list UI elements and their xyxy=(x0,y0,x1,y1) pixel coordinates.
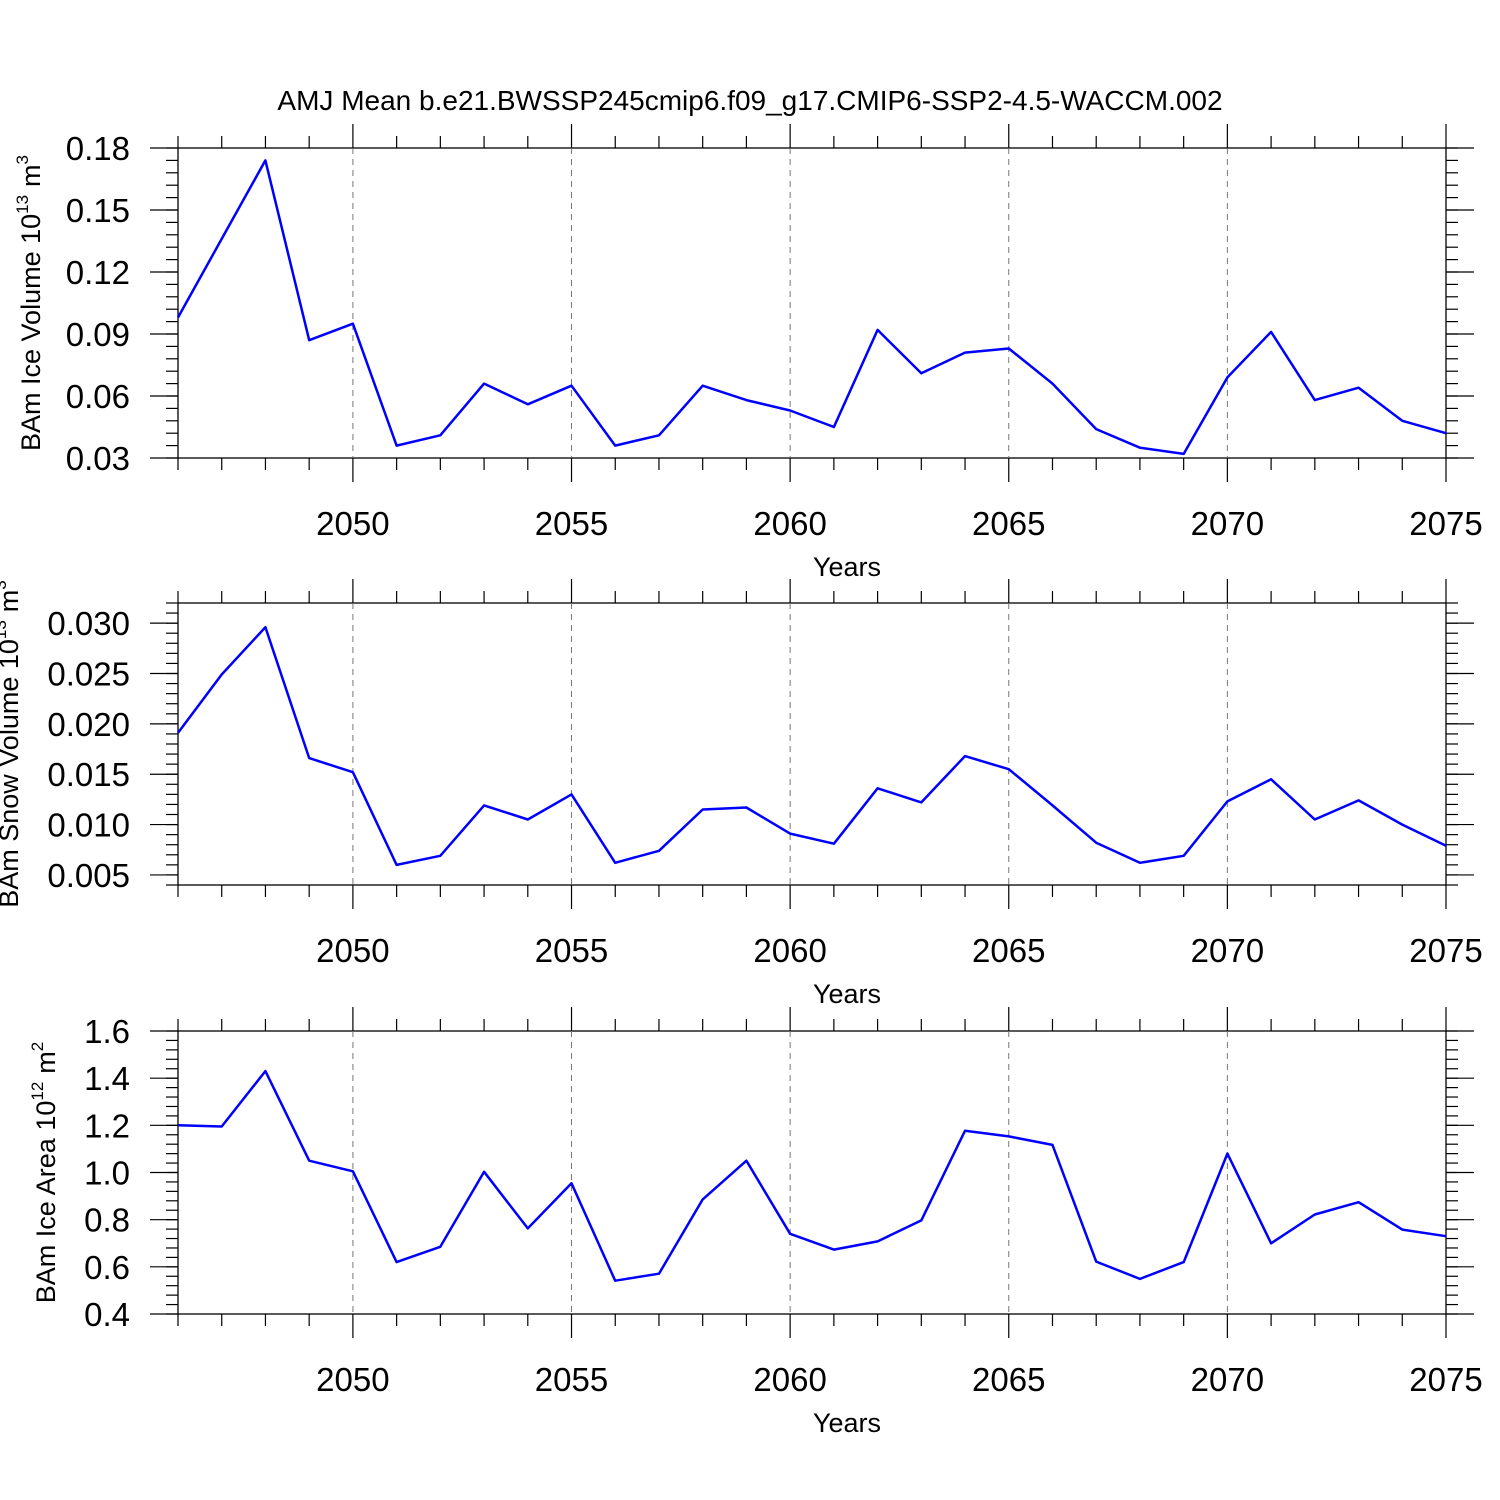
y-tick-label: 1.0 xyxy=(84,1155,130,1192)
plot-frame xyxy=(177,602,1447,886)
plot-frame xyxy=(177,1030,1447,1315)
x-tick-label: 2075 xyxy=(1409,932,1482,969)
x-tick-label: 2075 xyxy=(1409,505,1482,542)
x-tick-label: 2060 xyxy=(753,1361,826,1398)
axis-ticks xyxy=(150,124,1474,482)
x-axis-title: Years xyxy=(813,979,881,1009)
y-tick-label: 0.6 xyxy=(84,1249,130,1286)
x-tick-label: 2055 xyxy=(535,1361,608,1398)
x-axis-title: Years xyxy=(813,552,881,582)
x-gridlines xyxy=(352,1031,1228,1314)
x-tick-label: 2050 xyxy=(316,1361,389,1398)
tick-labels: 2050 2055 2060 2065 2070 2075 0.03 0.06 0.09 0.12… xyxy=(66,130,1483,542)
tick-labels: 2050 2055 2060 2065 2070 2075 0.005 0.010 0.015 0… xyxy=(47,605,1482,969)
y-tick-label: 0.18 xyxy=(66,130,130,167)
x-tick-label: 2055 xyxy=(535,932,608,969)
y-axis-title: BAm Ice Area 1012m2 xyxy=(28,1042,61,1304)
y-tick-label: 0.09 xyxy=(66,316,130,353)
panel-ice-area: 2050 2055 2060 2065 2070 2075 0.4 0.6 0.8 1.0 1.2 1… xyxy=(28,1007,1483,1438)
y-tick-label: 0.03 xyxy=(66,440,130,477)
x-tick-label: 2060 xyxy=(753,505,826,542)
y-tick-label: 1.2 xyxy=(84,1107,130,1144)
x-tick-label: 2070 xyxy=(1191,932,1264,969)
series-line-ice-area xyxy=(177,1069,1447,1282)
x-tick-label: 2070 xyxy=(1191,505,1264,542)
y-axis-title: BAm Snow Volume 1013m3 xyxy=(0,580,24,908)
x-tick-label: 2050 xyxy=(316,932,389,969)
y-tick-label: 0.025 xyxy=(47,656,130,693)
axis-ticks xyxy=(150,579,1474,909)
x-tick-label: 2065 xyxy=(972,1361,1045,1398)
series-line-ice-volume xyxy=(176,159,1447,456)
y-tick-label: 0.020 xyxy=(47,706,130,743)
x-gridlines xyxy=(352,148,1228,458)
y-tick-label: 1.6 xyxy=(84,1013,130,1050)
chart-title: AMJ Mean b.e21.BWSSP245cmip6.f09_g17.CMI… xyxy=(277,85,1222,116)
y-tick-label: 0.010 xyxy=(47,807,130,844)
x-tick-label: 2075 xyxy=(1409,1361,1482,1398)
y-axis-title: BAm Ice Volume 1013m3 xyxy=(13,155,46,451)
y-tick-label: 0.8 xyxy=(84,1202,130,1239)
x-tick-label: 2070 xyxy=(1191,1361,1264,1398)
x-gridlines xyxy=(352,603,1228,885)
y-tick-label: 0.005 xyxy=(47,857,130,894)
series-line-snow-volume xyxy=(176,625,1447,867)
y-tick-label: 0.030 xyxy=(47,605,130,642)
y-tick-label: 1.4 xyxy=(84,1060,130,1097)
axis-ticks xyxy=(150,1007,1474,1338)
y-tick-label: 0.12 xyxy=(66,254,130,291)
y-tick-label: 0.15 xyxy=(66,192,130,229)
x-axis-title: Years xyxy=(813,1408,881,1438)
y-tick-label: 0.4 xyxy=(84,1296,130,1333)
panel-ice-volume: 2050 2055 2060 2065 2070 2075 0.03 0.06 0.09 0.12… xyxy=(13,124,1483,582)
x-tick-label: 2055 xyxy=(535,505,608,542)
plot-frame xyxy=(177,147,1447,459)
x-tick-label: 2050 xyxy=(316,505,389,542)
y-tick-label: 0.015 xyxy=(47,756,130,793)
y-tick-label: 0.06 xyxy=(66,378,130,415)
x-tick-label: 2065 xyxy=(972,932,1045,969)
panel-snow-volume: 2050 2055 2060 2065 2070 2075 0.005 0.010 0.015 0… xyxy=(0,579,1483,1009)
x-tick-label: 2065 xyxy=(972,505,1045,542)
x-tick-label: 2060 xyxy=(753,932,826,969)
tick-labels: 2050 2055 2060 2065 2070 2075 0.4 0.6 0.8 1.0 1.2 1… xyxy=(84,1013,1483,1398)
